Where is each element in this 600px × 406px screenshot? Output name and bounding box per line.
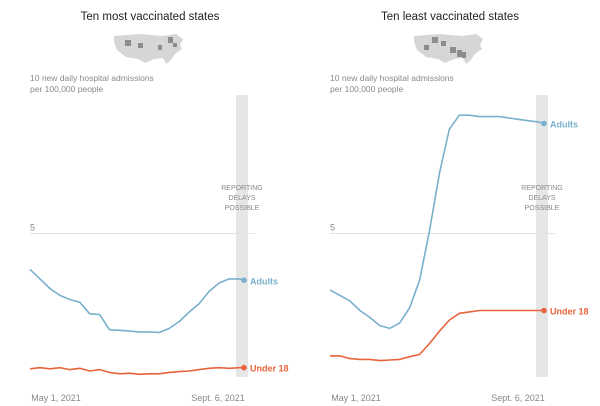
- series-line-adults: [329, 114, 545, 330]
- y-axis-label-line-2: per 100,000 people: [330, 84, 404, 94]
- map-highlight-state: [125, 40, 131, 46]
- map-land: [114, 34, 183, 64]
- x-tick-label: May 1, 2021: [31, 393, 81, 403]
- series-line-under-18: [29, 366, 244, 376]
- series-label: Adults: [250, 276, 278, 286]
- y-axis-label: 10 new daily hospital admissions per 100…: [30, 73, 220, 95]
- us-map-icon: [410, 30, 490, 73]
- series-line-under-18: [330, 309, 544, 362]
- delay-label: REPORTING: [521, 185, 563, 192]
- map-highlight-state: [173, 43, 177, 47]
- chart-title: Ten most vaccinated states: [80, 11, 220, 23]
- map-highlight-state: [450, 47, 456, 53]
- delay-label: REPORTING: [221, 185, 263, 192]
- map-highlight-state: [424, 45, 429, 50]
- series-end-point: [241, 364, 247, 371]
- map-highlight-state: [432, 37, 438, 43]
- plot-area: 5 REPORTING DELAYS POSSIBLE Adults Under 18 Ma…: [329, 95, 589, 403]
- delay-label: DELAYS: [228, 195, 255, 202]
- series-end-point: [241, 277, 247, 284]
- y-axis-label-line-1: 10 new daily hospital admissions: [30, 73, 154, 83]
- map-highlight-state: [462, 52, 466, 58]
- map-highlight-state: [168, 37, 173, 43]
- series-end-point: [541, 120, 547, 127]
- us-map-shape: [114, 34, 183, 64]
- series-label: Adults: [550, 120, 578, 130]
- series-end-point: [541, 307, 547, 314]
- delay-label: DELAYS: [528, 195, 555, 202]
- y-axis-label-line-2: per 100,000 people: [30, 84, 104, 94]
- map-highlight-state: [441, 41, 446, 46]
- series-label: Under 18: [250, 364, 289, 374]
- delay-label: POSSIBLE: [525, 205, 560, 212]
- map-highlight-state: [138, 43, 143, 48]
- x-tick-label: Sept. 6, 2021: [491, 393, 545, 403]
- y-tick-label: 5: [30, 223, 35, 233]
- map-highlight-state: [457, 50, 462, 57]
- x-tick-label: Sept. 6, 2021: [191, 393, 245, 403]
- panel-most-vaccinated: Ten most vaccinated states 10 new daily …: [29, 11, 289, 403]
- chart-title: Ten least vaccinated states: [380, 11, 520, 23]
- map-highlight-state: [158, 45, 162, 50]
- reporting-delay-band: [536, 95, 548, 377]
- plot-area: 5 REPORTING DELAYS POSSIBLE Adults Under 18 Ma…: [29, 95, 289, 403]
- y-axis-label-line-1: 10 new daily hospital admissions: [330, 73, 454, 83]
- us-map-icon: [110, 30, 190, 73]
- y-tick-label: 5: [330, 223, 335, 233]
- reporting-delay-band: [236, 95, 248, 377]
- x-tick-label: May 1, 2021: [331, 393, 381, 403]
- panel-least-vaccinated: Ten least vaccinated states 10 new daily…: [300, 0, 600, 406]
- series-line-adults: [29, 268, 245, 334]
- us-map-shape: [414, 34, 483, 64]
- delay-label: POSSIBLE: [225, 205, 260, 212]
- series-label: Under 18: [550, 307, 589, 317]
- y-axis-label: 10 new daily hospital admissions per 100…: [330, 73, 520, 95]
